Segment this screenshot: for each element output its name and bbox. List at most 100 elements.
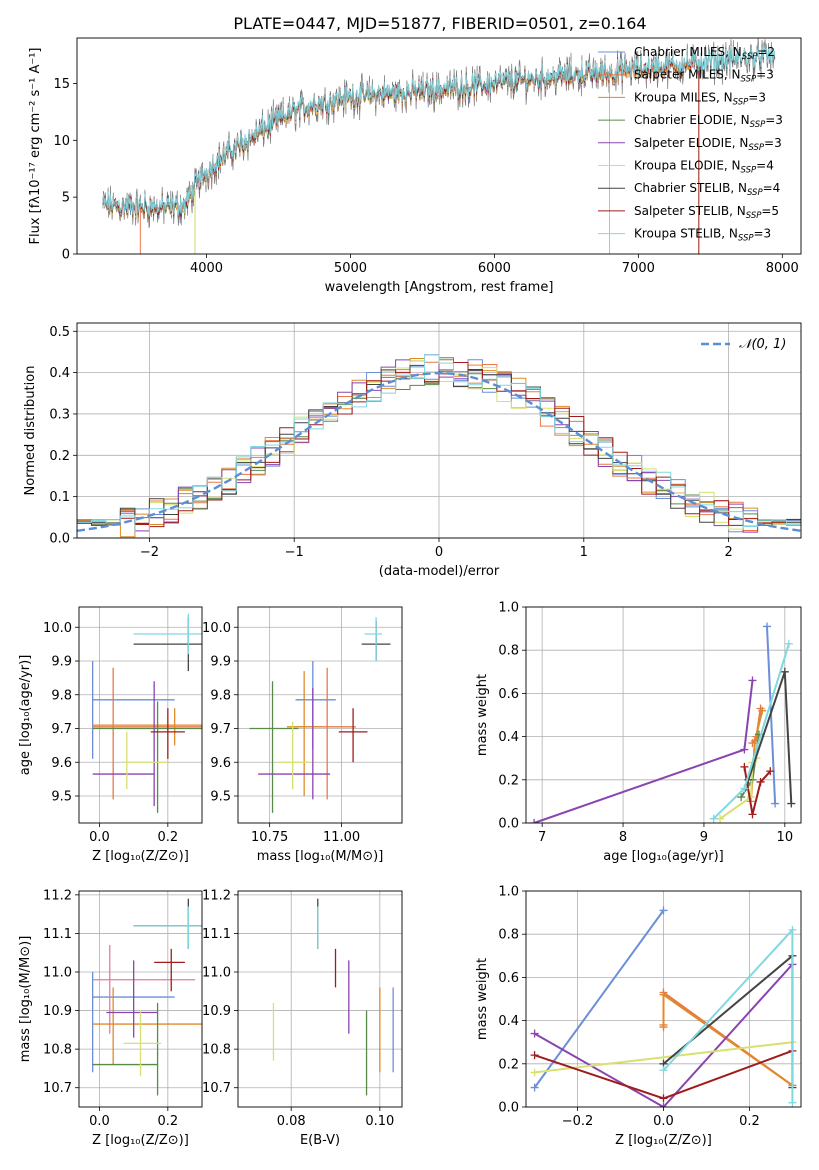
x-tick-label: 6000: [478, 261, 511, 276]
y-tick-label: 10.9: [43, 1004, 72, 1019]
x-axis-label: Z [log₁₀(Z/Z⊙)]: [92, 849, 189, 864]
axes-frame: [237, 606, 403, 824]
mass-weight-marker: [659, 1094, 668, 1103]
x-axis-label: (data-model)/error: [379, 564, 500, 579]
mass-weight-marker: [763, 622, 772, 631]
y-tick-label: 9.5: [51, 790, 72, 805]
weight-Z-panel: −0.2 0.0 0.2 0.0 0.2 0.4 0.6 0.8 1.0 Z [log₁₀(Z/Z…: [475, 885, 802, 1148]
y-tick-label: 0.2: [49, 449, 70, 464]
weight-age-panel: 7 8 9 10 0.0 0.2 0.4 0.6 0.8 1.0 age [log₁₀(age/yr…: [475, 601, 802, 864]
x-tick-label: 0.0: [653, 1114, 674, 1129]
mass-weight-line: [533, 909, 665, 1089]
legend-entry: Chabrier ELODIE, NSSP=3: [634, 113, 783, 130]
y-tick-label: 10.7: [202, 1081, 231, 1096]
mass-weight-marker: [530, 1068, 539, 1077]
x-tick-label: 8: [619, 830, 627, 845]
legend-subscript: SSP: [748, 143, 764, 153]
axes-frame: [78, 890, 203, 1108]
y-tick-label: 0.0: [498, 1101, 519, 1116]
legend-subscript: SSP: [733, 97, 749, 107]
mass-weight-line: [533, 680, 754, 823]
y-tick-label: 9.7: [210, 722, 231, 737]
mass-weight-marker: [709, 814, 718, 823]
normal-curve: [77, 371, 801, 532]
legend-text: Kroupa MILES, N: [634, 90, 733, 104]
x-tick-label: 11.00: [323, 830, 360, 845]
x-tick-label: 5000: [334, 261, 367, 276]
y-tick-label: 10.7: [43, 1081, 72, 1096]
y-tick-label: 0.4: [49, 366, 70, 381]
legend-subscript: SSP: [741, 75, 757, 85]
x-tick-label: 8000: [766, 261, 799, 276]
axes-frame: [76, 322, 802, 539]
mass-weight-marker: [788, 925, 797, 934]
y-tick-label: 10.8: [43, 1043, 72, 1058]
weight-age-plot-area: [530, 622, 796, 823]
y-tick-label: 9.7: [51, 722, 72, 737]
mass-weight-marker: [748, 676, 757, 685]
y-tick-label: 11.0: [43, 966, 72, 981]
mass-weight-marker: [771, 799, 780, 808]
y-tick-label: 10: [53, 134, 70, 149]
y-axis-label: age [log₁₀(age/yr)]: [18, 655, 33, 776]
legend-text: Kroupa STELIB, N: [634, 227, 738, 241]
mass-weight-marker: [784, 639, 793, 648]
axes-frame: [237, 890, 403, 1108]
x-tick-label: 10: [777, 830, 794, 845]
legend-subscript: SSP: [747, 188, 763, 198]
model-spectrum-line: [102, 44, 776, 217]
y-tick-label: 0.1: [49, 490, 70, 505]
mass-weight-line: [534, 1041, 793, 1074]
legend-suffix: =4: [763, 181, 781, 195]
y-tick-label: 0.2: [498, 1057, 519, 1072]
mass-Z-panel: 0.0 0.2 10.7 10.8 10.9 11.0 11.1 11.2 Z [log₁₀(Z…: [18, 888, 203, 1148]
y-tick-label: 0.6: [498, 971, 519, 986]
residuals-panel: −2 −1 0 1 2 0.0 0.1 0.2 0.3 0.4 0.5 (data-model)/er…: [23, 322, 802, 579]
x-tick-label: −2: [140, 545, 159, 560]
mass-weight-marker: [766, 767, 775, 776]
y-tick-label: 0.4: [498, 1014, 519, 1029]
x-tick-label: 0: [435, 545, 443, 560]
legend-entry: Kroupa ELODIE, NSSP=4: [634, 159, 774, 176]
mass-ebv-plot-area: [272, 898, 394, 1096]
x-tick-label: 4000: [190, 261, 223, 276]
legend-suffix: =3: [748, 90, 766, 104]
legend-suffix: =3: [765, 113, 783, 127]
x-tick-label: −0.2: [562, 1114, 594, 1129]
y-tick-label: 10.9: [202, 1004, 231, 1019]
mass-weight-marker: [748, 810, 757, 819]
y-tick-label: 9.6: [51, 756, 72, 771]
legend-text: Salpeter STELIB, N: [634, 204, 746, 218]
legend-suffix: =5: [761, 204, 779, 218]
x-tick-label: 0.10: [365, 1114, 394, 1129]
y-tick-label: 11.0: [202, 966, 231, 981]
y-axis-label: Normed distribution: [23, 366, 38, 496]
mass-weight-line: [662, 927, 794, 1103]
legend-entry: Chabrier STELIB, NSSP=4: [634, 181, 780, 198]
legend-entry: Salpeter STELIB, NSSP=5: [634, 204, 779, 221]
mass-weight-marker: [659, 990, 668, 999]
y-tick-label: 0.5: [49, 325, 70, 340]
y-tick-label: 11.2: [43, 888, 72, 903]
x-tick-label: 0.2: [157, 1114, 178, 1129]
mass-weight-line: [743, 766, 772, 815]
age-Z-panel: 0.0 0.2 9.5 9.6 9.7 9.8 9.9 10.0 Z [log₁₀(Z/Z⊙)]…: [18, 606, 203, 864]
mass-weight-marker: [530, 1029, 539, 1038]
legend-suffix: =3: [756, 68, 774, 82]
legend-subscript: SSP: [741, 166, 757, 176]
mass-weight-marker: [737, 793, 746, 802]
mass-weight-marker: [659, 1066, 668, 1075]
mass-weight-marker: [788, 1098, 797, 1107]
y-tick-label: 11.2: [202, 888, 231, 903]
mass-weight-marker: [530, 819, 539, 823]
legend-entry: Kroupa STELIB, NSSP=3: [634, 227, 771, 244]
y-axis-label: mass [log₁₀(M/M⊙)]: [18, 936, 33, 1063]
legend-suffix: =2: [757, 45, 775, 59]
y-tick-label: 1.0: [498, 601, 519, 616]
x-axis-label: Z [log₁₀(Z/Z⊙)]: [615, 1133, 712, 1148]
legend-entry: Kroupa MILES, NSSP=3: [634, 90, 766, 107]
legend-suffix: =3: [754, 227, 772, 241]
legend-suffix: =4: [756, 159, 774, 173]
residual-histogram-step: [77, 362, 801, 528]
